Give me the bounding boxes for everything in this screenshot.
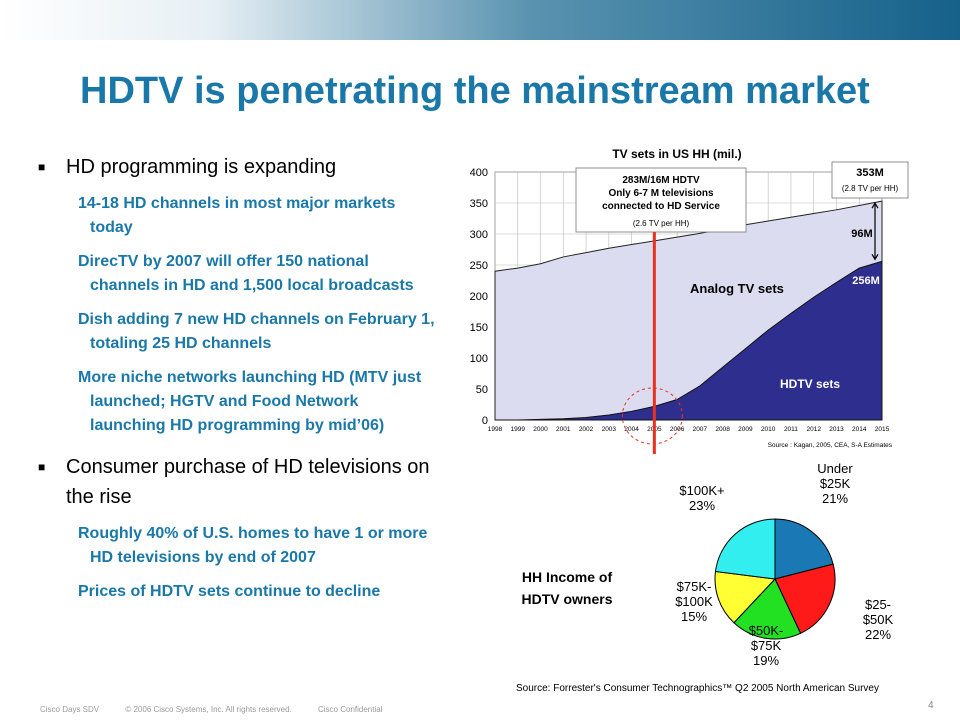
page-number: 4 (928, 700, 934, 711)
sub-bullet: Prices of HDTV sets continue to decline (78, 583, 381, 600)
series-label-hdtv: HDTV sets (780, 377, 840, 391)
pie-slice-label: $50K-$75K 19% (749, 623, 784, 668)
x-tick-label: 2001 (556, 426, 571, 433)
sub-bullet: Roughly 40% of U.S. homes to have 1 or m… (78, 525, 428, 566)
footer-confidential: Cisco Confidential (318, 705, 383, 714)
y-tick-label: 300 (470, 229, 488, 241)
pie-slice-label: $75K-$100K 15% (675, 579, 713, 624)
pie-title-line-2: HDTV owners (521, 591, 612, 607)
footer-event: Cisco Days SDV (40, 705, 100, 714)
y-tick-label: 0 (482, 415, 488, 427)
total-2015-per-hh: (2.8 TV per HH) (842, 184, 899, 193)
slide-title: HDTV is penetrating the mainstream marke… (80, 70, 870, 112)
hd-2015-label: 256M (852, 275, 880, 287)
sub-bullet: Dish adding 7 new HD channels on Februar… (78, 311, 435, 352)
bullet-consumer-purchase: ■ Consumer purchase of HD televisions on… (38, 452, 438, 512)
pie-slice-label: Under $25K 21% (817, 461, 853, 506)
arrow-up-icon (871, 201, 879, 209)
total-2015-label: 353M (856, 167, 884, 179)
highlight-circle (621, 387, 683, 445)
pie-slice (714, 518, 776, 580)
arrow-down-icon (871, 253, 879, 261)
x-tick-label: 2014 (852, 426, 867, 433)
bullet-hd-programming: ■ HD programming is expanding (38, 152, 438, 182)
y-tick-label: 100 (470, 353, 488, 365)
callout-box (575, 167, 747, 233)
bullet-text: Consumer purchase of HD televisions on t… (66, 456, 430, 508)
chart-title: TV sets in US HH (mil.) (612, 147, 741, 161)
x-tick-label: 2012 (806, 426, 821, 433)
total-2015-box (831, 161, 909, 199)
y-tick-label: 250 (470, 260, 488, 272)
x-tick-label: 2006 (670, 426, 685, 433)
x-tick-label: 2004 (624, 426, 639, 433)
y-tick-label: 150 (470, 322, 488, 334)
callout-line-1: Only 6-7 M televisions (608, 188, 713, 199)
pie-slice-label: $25-$50K 22% (863, 597, 894, 642)
sub-bullet: More niche networks launching HD (MTV ju… (78, 369, 422, 434)
pie-title-line-1: HH Income of (522, 569, 613, 585)
x-tick-label: 2015 (875, 426, 890, 433)
header-bar (0, 0, 960, 40)
pie-slice (733, 578, 802, 640)
hdtv-area (495, 260, 883, 421)
bullet-text: HD programming is expanding (66, 156, 337, 178)
tv-sets-area-chart: TV sets in US HH (mil.) 0 50 100 150 200 250 3… (470, 147, 909, 454)
footer-copyright: © 2006 Cisco Systems, Inc. All rights re… (125, 705, 292, 714)
pie-source: Source: Forrester's Consumer Technograph… (516, 683, 879, 694)
x-tick-label: 1999 (511, 426, 526, 433)
sub-bullet: DirecTV by 2007 will offer 150 national … (78, 253, 414, 294)
y-tick-label: 50 (476, 384, 488, 396)
footer: Cisco Days SDV © 2006 Cisco Systems, Inc… (40, 705, 406, 714)
x-tick-label: 2009 (738, 426, 753, 433)
pie-slice (774, 518, 834, 580)
pie-slice (714, 570, 777, 624)
bullet-list: ■ HD programming is expanding 14-18 HD c… (38, 152, 438, 604)
x-tick-label: 2013 (829, 426, 844, 433)
x-tick-label: 2010 (761, 426, 776, 433)
x-tick-label: 2011 (784, 426, 798, 433)
x-tick-label: 2008 (715, 426, 730, 433)
callout-per-hh: (2.6 TV per HH) (633, 219, 690, 228)
x-tick-label: 2002 (579, 426, 594, 433)
x-tick-label: 2007 (693, 426, 708, 433)
x-tick-label: 2003 (602, 426, 617, 433)
y-tick-label: 350 (470, 198, 488, 210)
income-pie-chart: HH Income of HDTV owners Under $25K 21% $25… (521, 461, 894, 668)
square-bullet-icon: ■ (38, 460, 46, 474)
chart-source: Source : Kagan, 2005, CEA, S-A Estimates (768, 442, 893, 449)
callout-main: 283M/16M HDTV (622, 175, 700, 186)
y-tick-label: 200 (470, 291, 488, 303)
x-tick-label: 2000 (533, 426, 548, 433)
gap-label: 96M (851, 228, 872, 240)
pie-slice-label: $100K+ 23% (679, 483, 724, 513)
pie-slice (774, 563, 836, 634)
sub-bullet: 14-18 HD channels in most major markets … (78, 195, 396, 236)
x-tick-label: 1998 (488, 426, 503, 433)
y-tick-label: 400 (470, 167, 488, 179)
square-bullet-icon: ■ (38, 160, 46, 174)
callout-line-2: connected to HD Service (602, 201, 720, 212)
series-label-analog: Analog TV sets (690, 281, 784, 296)
